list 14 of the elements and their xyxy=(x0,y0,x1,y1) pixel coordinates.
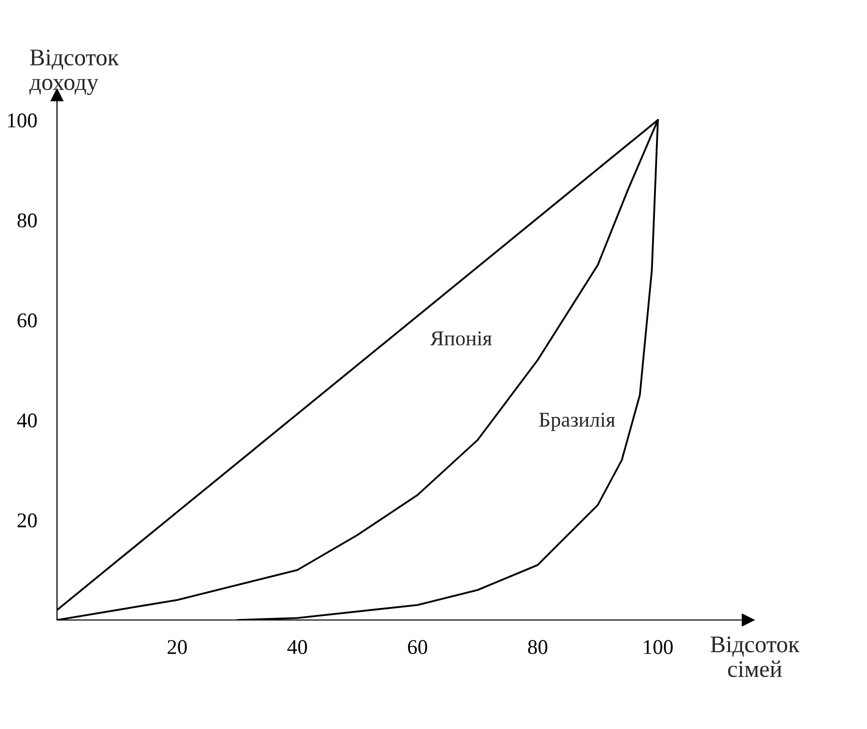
x-tick-label: 40 xyxy=(287,640,307,654)
y-axis-title: Відсоток доходу xyxy=(29,50,119,95)
x-tick-label: 80 xyxy=(528,640,548,654)
annotation: Бразилія xyxy=(539,412,616,431)
x-tick-label: 100 xyxy=(644,640,673,654)
y-tick-label: 20 xyxy=(18,513,37,528)
y-tick-label: 40 xyxy=(17,413,37,428)
x-tick-label: 20 xyxy=(168,640,187,654)
annotation: Японія xyxy=(430,331,492,346)
y-tick-label: 80 xyxy=(18,213,37,228)
x-tick-label: 60 xyxy=(408,640,428,654)
y-tick-label: 100 xyxy=(8,113,37,128)
x-axis-title: Відсоток сімей xyxy=(710,636,800,678)
y-tick-label: 60 xyxy=(18,313,37,328)
